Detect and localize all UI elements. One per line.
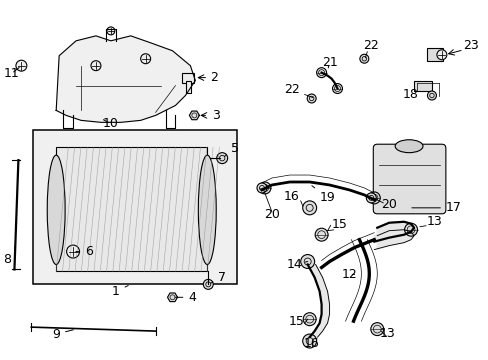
Text: 20: 20 <box>381 198 396 211</box>
Text: 13: 13 <box>426 215 442 228</box>
Circle shape <box>404 223 417 236</box>
Circle shape <box>66 245 80 258</box>
Polygon shape <box>189 111 199 120</box>
Text: 7: 7 <box>210 271 226 284</box>
Text: 2: 2 <box>210 71 218 84</box>
Ellipse shape <box>394 140 422 153</box>
Text: 19: 19 <box>311 186 335 204</box>
Text: 3: 3 <box>212 109 220 122</box>
Circle shape <box>141 54 150 64</box>
Text: 22: 22 <box>363 39 378 52</box>
Circle shape <box>436 50 446 60</box>
Ellipse shape <box>198 155 216 265</box>
Text: 13: 13 <box>379 327 394 340</box>
Circle shape <box>316 68 326 78</box>
Text: 9: 9 <box>52 328 73 341</box>
Circle shape <box>306 94 315 103</box>
Circle shape <box>107 27 115 35</box>
Polygon shape <box>167 293 177 302</box>
Circle shape <box>300 255 314 269</box>
Text: 5: 5 <box>224 142 239 157</box>
Text: 11: 11 <box>3 67 20 80</box>
Circle shape <box>203 279 213 289</box>
Bar <box>413 81 431 90</box>
Text: 15: 15 <box>288 315 304 328</box>
Circle shape <box>359 54 368 63</box>
Text: 23: 23 <box>462 39 478 52</box>
FancyBboxPatch shape <box>372 144 445 214</box>
Circle shape <box>216 153 227 163</box>
Text: 16: 16 <box>303 337 319 350</box>
Circle shape <box>302 334 316 348</box>
Polygon shape <box>56 36 195 122</box>
Text: 10: 10 <box>102 117 119 130</box>
Bar <box>56 147 207 271</box>
Text: 6: 6 <box>76 245 93 258</box>
Circle shape <box>257 183 266 193</box>
Text: 4: 4 <box>175 291 196 304</box>
Polygon shape <box>307 265 329 337</box>
Text: 15: 15 <box>331 218 346 231</box>
Circle shape <box>370 323 383 336</box>
Circle shape <box>427 91 435 100</box>
Text: 20: 20 <box>264 208 279 221</box>
Bar <box>426 48 442 61</box>
Ellipse shape <box>47 155 65 265</box>
Circle shape <box>366 193 375 203</box>
Circle shape <box>16 60 27 71</box>
Circle shape <box>367 192 380 204</box>
Text: 8: 8 <box>3 247 15 266</box>
Circle shape <box>303 313 315 326</box>
Circle shape <box>314 228 327 241</box>
Bar <box>182 73 194 82</box>
Circle shape <box>91 61 101 71</box>
Bar <box>186 81 191 93</box>
Text: 18: 18 <box>402 89 418 102</box>
Circle shape <box>332 84 342 94</box>
Text: 17: 17 <box>411 201 461 214</box>
Text: 22: 22 <box>284 82 299 95</box>
Text: 12: 12 <box>341 268 357 281</box>
Bar <box>33 130 237 284</box>
Text: 1: 1 <box>112 285 128 298</box>
Text: 21: 21 <box>321 56 337 69</box>
Text: 16: 16 <box>284 190 299 203</box>
Circle shape <box>302 201 316 215</box>
Text: 14: 14 <box>286 258 307 271</box>
Polygon shape <box>373 222 413 249</box>
Circle shape <box>259 182 270 194</box>
